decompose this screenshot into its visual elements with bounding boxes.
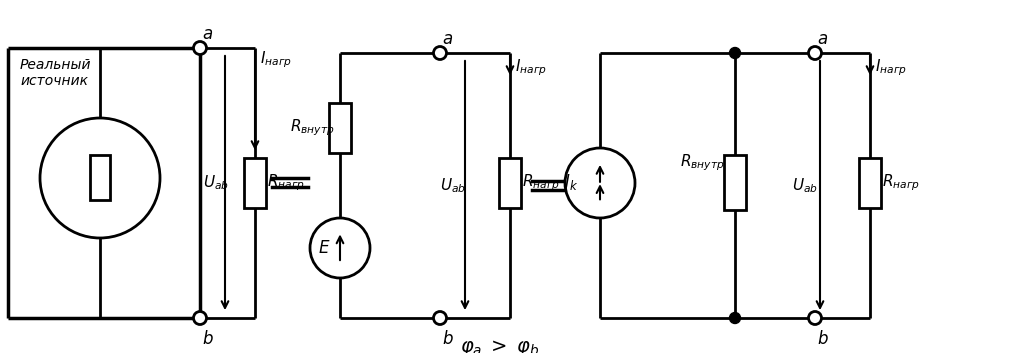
Circle shape xyxy=(808,47,820,60)
Text: $a$: $a$ xyxy=(441,30,452,48)
Bar xyxy=(244,158,266,208)
Text: $b$: $b$ xyxy=(816,330,828,348)
Circle shape xyxy=(729,312,740,323)
Text: $a$: $a$ xyxy=(816,30,827,48)
Circle shape xyxy=(310,218,370,278)
Text: $R_{внутр}$: $R_{внутр}$ xyxy=(680,153,723,173)
Text: Реальный
источник: Реальный источник xyxy=(20,58,92,88)
Text: $U_{ab}$: $U_{ab}$ xyxy=(791,176,817,195)
Text: $I_{нагр}$: $I_{нагр}$ xyxy=(260,50,291,70)
Text: $J_k$: $J_k$ xyxy=(561,173,578,193)
Text: $b$: $b$ xyxy=(441,330,453,348)
Text: $R_{внутр}$: $R_{внутр}$ xyxy=(289,118,334,138)
Text: $R_{нагр}$: $R_{нагр}$ xyxy=(522,173,559,193)
Text: $I_{нагр}$: $I_{нагр}$ xyxy=(874,58,906,78)
Circle shape xyxy=(808,311,820,324)
Text: $R_{нагр}$: $R_{нагр}$ xyxy=(267,173,305,193)
Bar xyxy=(90,156,110,201)
Text: $I_{нагр}$: $I_{нагр}$ xyxy=(515,58,546,78)
Bar xyxy=(858,158,880,208)
Text: $U_{ab}$: $U_{ab}$ xyxy=(439,176,466,195)
Bar xyxy=(723,156,745,210)
Circle shape xyxy=(729,48,740,59)
Circle shape xyxy=(433,311,446,324)
Text: $\varphi_a \;>\; \varphi_b$: $\varphi_a \;>\; \varphi_b$ xyxy=(460,338,539,353)
Text: $R_{нагр}$: $R_{нагр}$ xyxy=(881,173,919,193)
Circle shape xyxy=(433,47,446,60)
Circle shape xyxy=(194,311,206,324)
Text: $b$: $b$ xyxy=(202,330,214,348)
Text: $U_{ab}$: $U_{ab}$ xyxy=(203,174,228,192)
Circle shape xyxy=(194,42,206,54)
Bar xyxy=(498,158,521,208)
Text: $E$: $E$ xyxy=(318,239,330,257)
Circle shape xyxy=(565,148,635,218)
Text: $a$: $a$ xyxy=(202,25,213,43)
Circle shape xyxy=(40,118,160,238)
Bar xyxy=(329,103,351,153)
